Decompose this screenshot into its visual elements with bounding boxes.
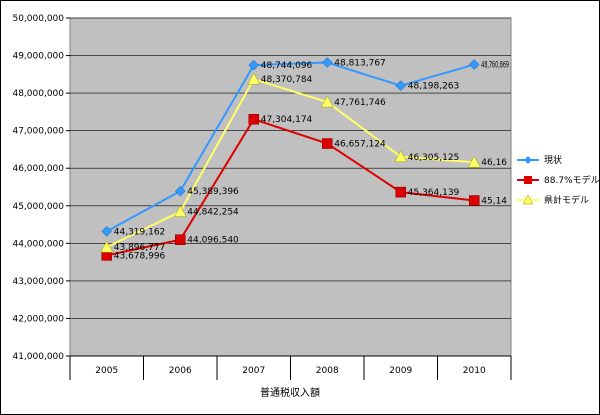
data-label: 47,304,174	[261, 115, 313, 125]
point-marker	[248, 113, 259, 125]
point-marker	[100, 240, 114, 253]
x-axis-category-table: 2005 2006 2007 2008 2009 2010	[69, 355, 512, 380]
gridlines	[70, 17, 511, 357]
point-marker	[395, 186, 406, 198]
x-tick-label: 2005	[95, 366, 118, 376]
point-marker	[248, 59, 260, 71]
data-label: 46,305,125	[408, 153, 460, 163]
data-label: 47,761,746	[334, 98, 386, 108]
y-tick-label: 42,000,000	[12, 314, 64, 324]
data-label: 44,842,254	[187, 208, 239, 218]
point-marker	[467, 155, 481, 168]
legend-marker	[524, 176, 532, 184]
y-tick-label: 45,000,000	[12, 202, 64, 212]
point-marker	[322, 138, 333, 149]
point-marker	[175, 234, 186, 245]
data-label: 48,813,767	[334, 59, 386, 69]
data-label: 46,16	[481, 158, 507, 168]
point-marker	[173, 205, 187, 217]
series-line	[106, 118, 475, 257]
data-label: 48,760,869	[481, 61, 509, 71]
y-tick-label: 41,000,000	[12, 352, 64, 362]
series-1	[101, 57, 480, 237]
y-tick-label: 43,000,000	[12, 277, 64, 287]
series-3	[100, 72, 481, 253]
x-tick-label: 2006	[169, 366, 192, 376]
legend-item: 県計モデル	[517, 194, 589, 206]
y-tick-label: 48,000,000	[12, 89, 64, 99]
y-tick-label: 49,000,000	[12, 52, 64, 62]
data-label: 43,678,996	[114, 251, 166, 261]
x-axis-title: 普通税収入額	[260, 386, 320, 399]
data-label: 43,896,777	[114, 243, 166, 253]
data-label: 44,319,162	[114, 227, 166, 237]
legend-label: 県計モデル	[544, 194, 589, 206]
data-label: 45,14	[481, 197, 507, 207]
series-line	[106, 61, 475, 233]
point-marker	[101, 225, 113, 237]
point-marker	[468, 59, 480, 70]
data-label: 45,364,139	[408, 188, 460, 198]
y-axis-ticks: 41,000,000 42,000,000 43,000,000 44,000,000…	[12, 14, 70, 362]
x-tick-label: 2010	[463, 366, 486, 376]
x-tick-label: 2009	[389, 366, 412, 376]
point-marker	[394, 150, 408, 163]
y-tick-label: 46,000,000	[12, 164, 64, 174]
legend-label: 88.7%モデル	[544, 174, 600, 186]
point-marker	[320, 95, 334, 108]
data-label: 46,657,124	[334, 140, 386, 150]
data-label: 44,096,540	[187, 236, 239, 246]
legend-item: 88.7%モデル	[517, 174, 600, 186]
data-label: 48,198,263	[408, 82, 460, 92]
point-marker	[174, 185, 186, 197]
point-marker	[247, 72, 261, 85]
data-label: 45,389,396	[187, 187, 239, 197]
series-group	[100, 57, 481, 261]
y-tick-label: 50,000,000	[12, 14, 64, 24]
y-tick-label: 44,000,000	[12, 239, 64, 249]
y-tick-label: 47,000,000	[12, 127, 64, 137]
data-label: 48,370,784	[261, 75, 313, 85]
point-marker	[469, 195, 480, 206]
point-marker	[321, 57, 333, 68]
legend-marker	[524, 156, 532, 164]
series-2	[101, 113, 480, 261]
x-tick-label: 2008	[316, 366, 339, 376]
legend-label: 現状	[544, 154, 562, 166]
data-label: 48,744,096	[261, 61, 313, 71]
legend-marker	[522, 194, 534, 205]
legend-item: 現状	[517, 154, 562, 166]
series-line	[106, 77, 475, 249]
data-labels: 44,319,162 45,389,396 48,744,096 48,813,767…	[114, 59, 509, 262]
x-tick-label: 2007	[242, 366, 265, 376]
point-marker	[395, 80, 407, 92]
